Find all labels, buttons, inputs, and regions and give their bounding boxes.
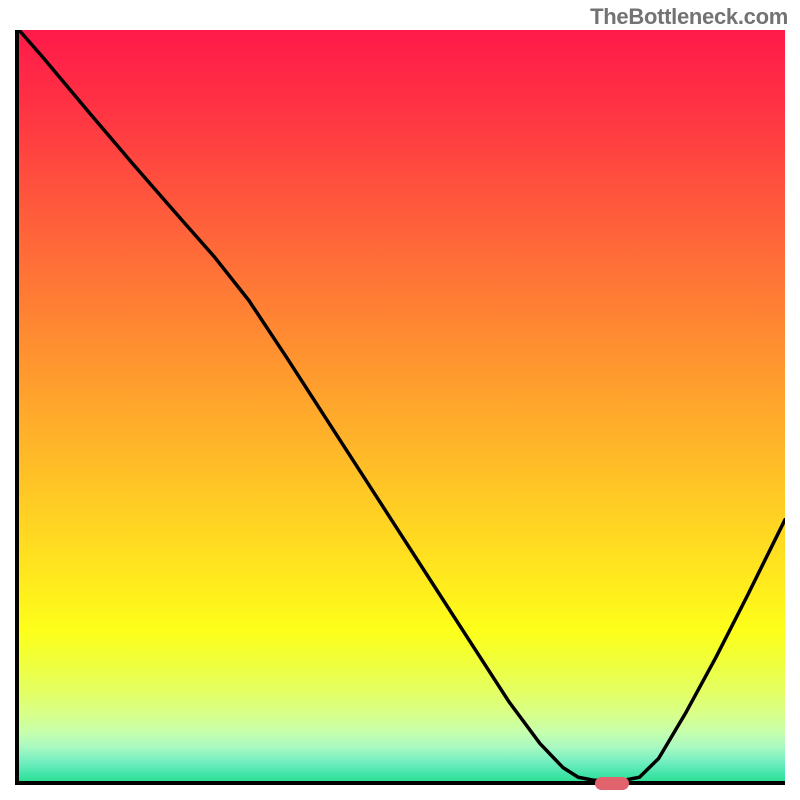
gradient-background xyxy=(19,30,785,781)
chart-container: TheBottleneck.com xyxy=(0,0,800,800)
watermark-text: TheBottleneck.com xyxy=(590,4,788,30)
optimal-marker xyxy=(595,777,630,789)
plot-area xyxy=(15,30,785,785)
